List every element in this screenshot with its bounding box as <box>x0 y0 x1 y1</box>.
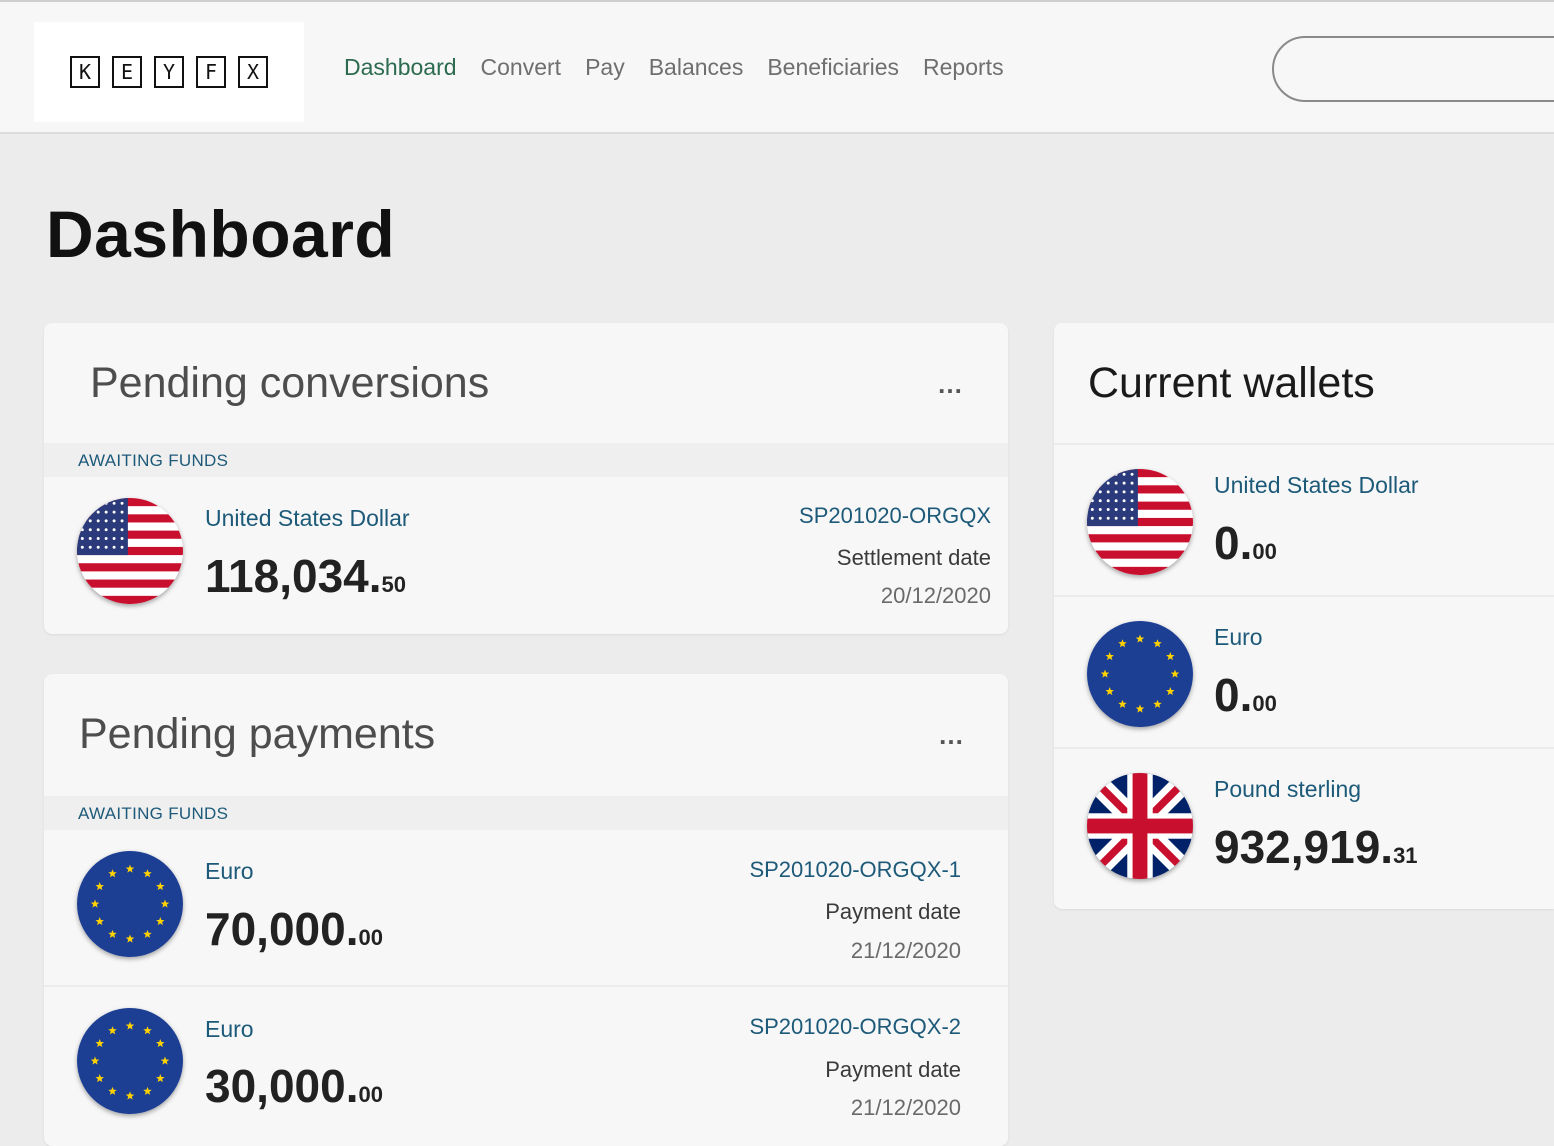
amount-decimal: 00 <box>1252 691 1277 716</box>
card-title: Pending conversions <box>90 359 490 407</box>
section-header: AWAITING FUNDS <box>44 796 1008 830</box>
section-header: AWAITING FUNDS <box>44 443 1008 477</box>
date-value: 20/12/2020 <box>880 583 991 608</box>
date-label: Settlement date <box>836 545 991 570</box>
pending-conversions-card: Pending conversions … AWAITING FUNDS Uni… <box>44 323 1008 634</box>
amount-decimal: 31 <box>1393 843 1418 868</box>
row-divider <box>44 985 1008 987</box>
amount-decimal: 50 <box>381 572 407 597</box>
amount-integer: 932,919. <box>1214 821 1394 873</box>
logo-letter: E <box>112 56 142 88</box>
section-label: AWAITING FUNDS <box>78 451 229 470</box>
logo-letter: F <box>196 56 226 88</box>
top-navigation-bar: K E Y F X Dashboard Convert Pay Balances… <box>0 0 1554 134</box>
reference-link[interactable]: SP201020-ORGQX-1 <box>749 857 961 882</box>
us-flag-icon <box>77 498 183 604</box>
card-title: Pending payments <box>79 710 436 758</box>
amount-decimal: 00 <box>1252 539 1277 564</box>
amount: 30,000.00 <box>205 1059 383 1113</box>
currency-name: Euro <box>205 858 254 884</box>
amount-decimal: 00 <box>358 925 383 950</box>
amount-integer: 30,000. <box>205 1060 359 1112</box>
section-label: AWAITING FUNDS <box>78 804 229 823</box>
currency-name: Pound sterling <box>1214 776 1362 802</box>
keyfx-logo[interactable]: K E Y F X <box>34 22 304 122</box>
card-title: Current wallets <box>1088 359 1375 407</box>
amount-integer: 0. <box>1214 669 1253 721</box>
amount-integer: 118,034. <box>205 550 382 602</box>
currency-name: Euro <box>205 1016 254 1042</box>
nav-item-reports[interactable]: Reports <box>923 54 1004 80</box>
logo-letter: K <box>70 56 100 88</box>
date-value: 21/12/2020 <box>850 1095 961 1120</box>
more-options-icon[interactable]: … <box>937 369 964 399</box>
row-divider <box>1054 595 1554 597</box>
reference-link[interactable]: SP201020-ORGQX-2 <box>749 1014 961 1039</box>
amount-integer: 70,000. <box>205 903 359 955</box>
currency-name: United States Dollar <box>205 505 410 531</box>
nav-item-beneficiaries[interactable]: Beneficiaries <box>767 54 900 80</box>
amount: 932,919.31 <box>1214 820 1418 874</box>
more-options-icon[interactable]: … <box>938 720 965 750</box>
amount-integer: 0. <box>1214 517 1253 569</box>
uk-flag-icon <box>1087 773 1193 879</box>
nav-item-pay[interactable]: Pay <box>585 54 625 80</box>
eu-flag-icon <box>1087 621 1193 727</box>
amount: 0.00 <box>1214 668 1277 722</box>
currency-name: United States Dollar <box>1214 472 1419 498</box>
currency-name: Euro <box>1214 624 1263 650</box>
page-title: Dashboard <box>46 197 396 271</box>
us-flag-icon <box>1087 469 1193 575</box>
eu-flag-icon <box>77 1008 183 1114</box>
nav-item-convert[interactable]: Convert <box>480 54 562 80</box>
eu-flag-icon <box>77 851 183 957</box>
date-value: 21/12/2020 <box>850 938 961 963</box>
amount: 0.00 <box>1214 516 1277 570</box>
main-nav: Dashboard Convert Pay Balances Beneficia… <box>344 54 1004 81</box>
logo-letter: Y <box>154 56 184 88</box>
reference-link[interactable]: SP201020-ORGQX <box>799 503 991 528</box>
nav-item-balances[interactable]: Balances <box>648 54 744 80</box>
amount: 70,000.00 <box>205 902 383 956</box>
row-divider <box>1054 443 1554 445</box>
date-label: Payment date <box>825 1057 961 1082</box>
row-divider <box>1054 747 1554 749</box>
date-label: Payment date <box>825 899 961 924</box>
amount-decimal: 00 <box>358 1082 383 1107</box>
nav-item-dashboard[interactable]: Dashboard <box>344 54 457 80</box>
amount: 118,034.50 <box>205 549 406 603</box>
logo-letter: X <box>238 56 268 88</box>
search-input[interactable] <box>1272 36 1554 102</box>
pending-payments-card: Pending payments … AWAITING FUNDS Euro 7… <box>44 674 1008 1146</box>
current-wallets-card: Current wallets United States Dollar 0.0… <box>1054 323 1554 909</box>
